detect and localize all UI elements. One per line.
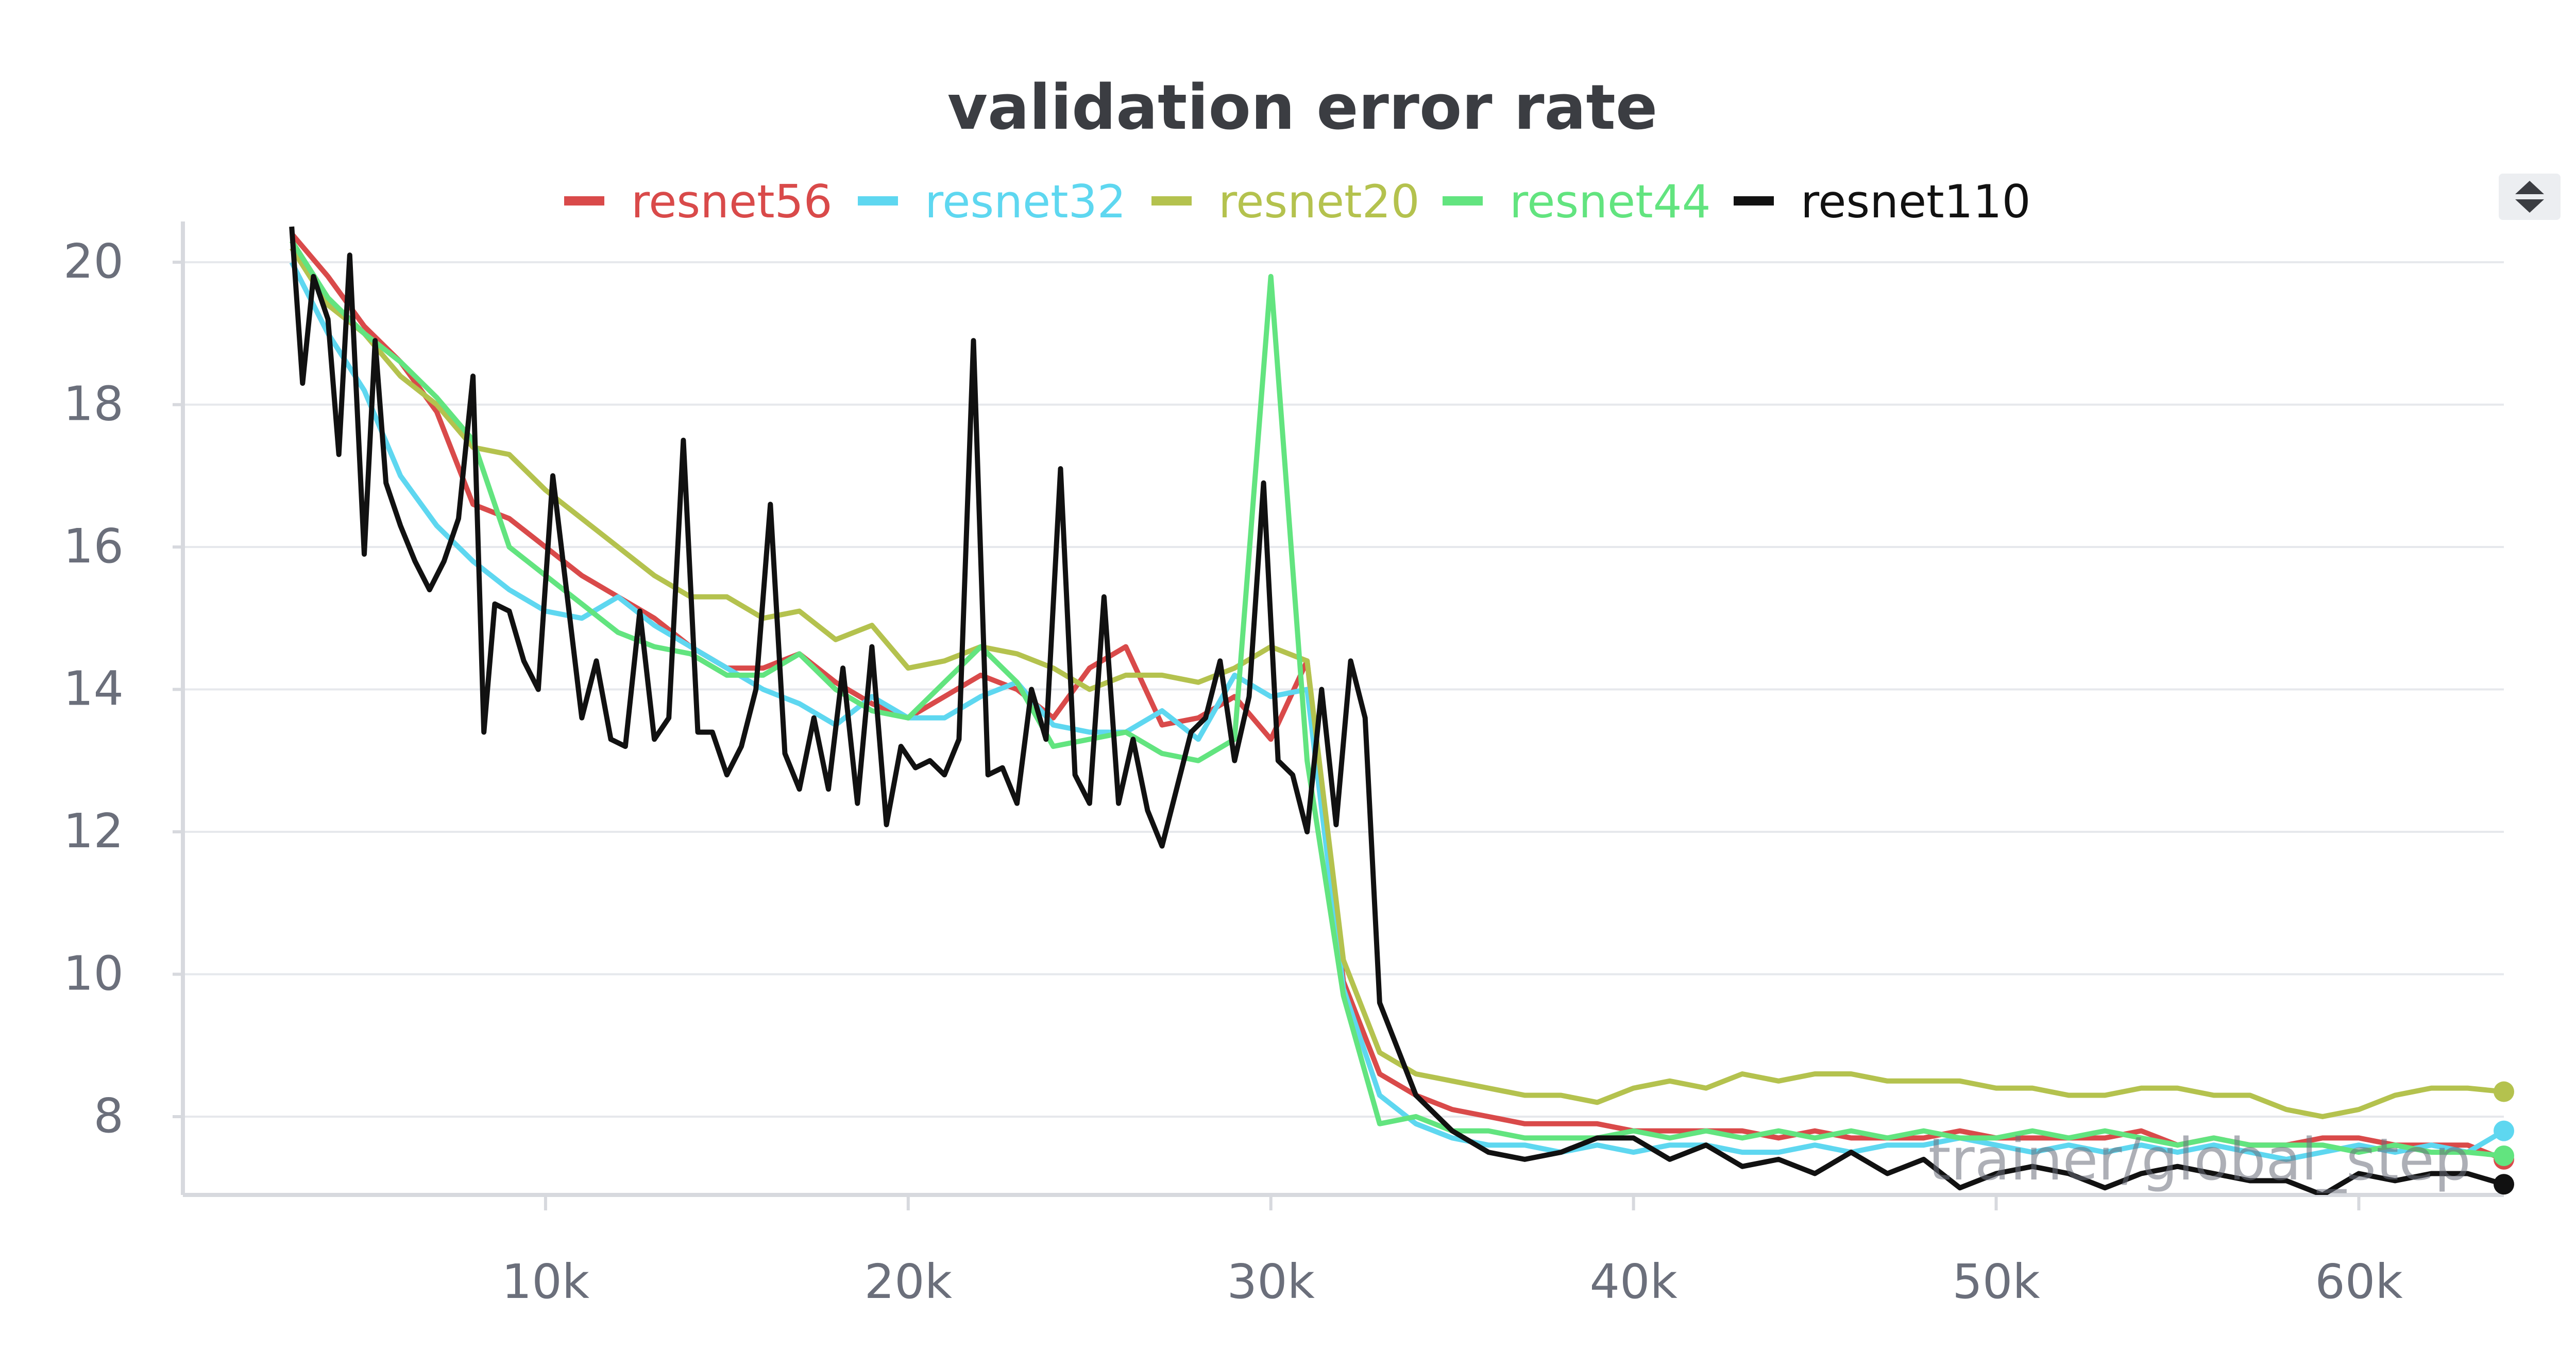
series-line-resnet110: [289, 226, 2505, 1195]
y-tick-label: 20: [63, 234, 124, 289]
chart-title: validation error rate: [947, 72, 1658, 144]
sort-button[interactable]: [2499, 174, 2561, 220]
legend-label: resnet110: [1801, 175, 2031, 228]
legend-label: resnet20: [1218, 175, 1420, 228]
legend-label: resnet56: [631, 175, 833, 228]
series-line-resnet32: [289, 261, 2505, 1162]
y-tick-label: 14: [63, 661, 124, 716]
x-axis-label: trainer/global_step: [1928, 1126, 2471, 1193]
series-end-point-resnet44: [2494, 1145, 2514, 1166]
series-layer: [289, 226, 2514, 1195]
x-tick-label: 40k: [1589, 1254, 1677, 1309]
sort-button-bg[interactable]: [2499, 174, 2561, 220]
legend-item[interactable]: resnet56: [564, 175, 833, 228]
axes: 8 10 12 14 16 18 20 10k 20k 30k 40k 50k 60k: [63, 221, 2504, 1309]
legend-label: resnet32: [925, 175, 1126, 228]
y-tick-label: 8: [93, 1088, 124, 1143]
x-tick-label: 30k: [1227, 1254, 1315, 1309]
legend-item[interactable]: resnet44: [1443, 175, 1711, 228]
legend: resnet56 resnet32 resnet20 resnet44 resnet11…: [564, 175, 2031, 228]
series-end-point-resnet32: [2494, 1120, 2514, 1141]
x-tick-label: 50k: [1952, 1254, 2040, 1309]
legend-item[interactable]: resnet32: [858, 175, 1126, 228]
gridlines: [183, 261, 2504, 1118]
sort-updown-icon: [2515, 181, 2544, 213]
x-tick-label: 60k: [2315, 1254, 2403, 1309]
series-line-resnet20: [289, 246, 2504, 1119]
series-line-resnet56: [290, 232, 2505, 1162]
y-tick-label: 18: [63, 377, 124, 432]
y-tick-label: 12: [63, 803, 124, 859]
x-tick-label: 20k: [865, 1254, 953, 1309]
series-end-point-resnet110: [2494, 1174, 2514, 1195]
legend-label: resnet44: [1510, 175, 1711, 228]
legend-item[interactable]: resnet110: [1734, 175, 2031, 228]
legend-item[interactable]: resnet20: [1151, 175, 1420, 228]
series-line-resnet44: [289, 239, 2504, 1158]
series-end-point-resnet20: [2494, 1081, 2514, 1102]
x-tick-label: 10k: [502, 1254, 590, 1309]
y-tick-label: 10: [63, 946, 124, 1001]
y-tick-label: 16: [63, 519, 124, 574]
